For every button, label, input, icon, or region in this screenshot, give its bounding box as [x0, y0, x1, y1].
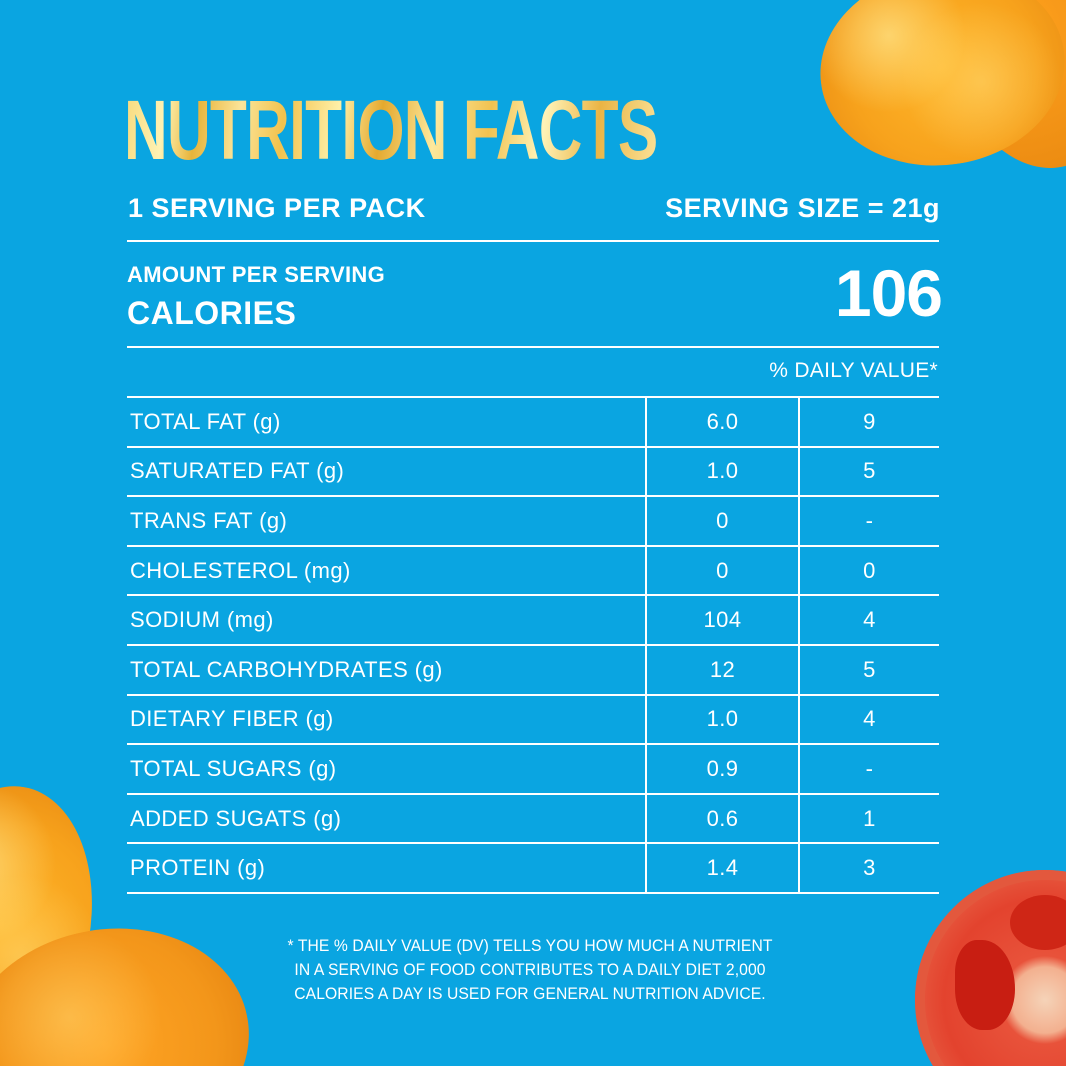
table-row: PROTEIN (g) 1.4 3 [127, 842, 939, 894]
nutrient-name: ADDED SUGATS (g) [127, 792, 646, 845]
nutrient-amount: 1.4 [645, 842, 799, 894]
nutrient-amount: 0 [645, 495, 799, 547]
nutrient-amount: 0 [645, 544, 799, 597]
daily-value-footnote: * THE % DAILY VALUE (DV) TELLS YOU HOW M… [198, 934, 863, 1006]
nutrient-daily-value: 5 [798, 445, 939, 498]
table-row: SATURATED FAT (g) 1.0 5 [127, 445, 939, 498]
amount-per-serving-label: AMOUNT PER SERVING [127, 262, 386, 287]
nutrient-daily-value: 1 [798, 792, 939, 845]
nutrient-name: TRANS FAT (g) [127, 495, 646, 547]
nutrient-amount: 0.9 [645, 743, 799, 795]
nutrient-name: TOTAL SUGARS (g) [127, 743, 646, 795]
table-row: SODIUM (mg) 104 4 [127, 594, 939, 646]
nutrient-amount: 6.0 [645, 396, 799, 448]
nutrition-table: TOTAL FAT (g) 6.0 9 SATURATED FAT (g) 1.… [127, 396, 939, 894]
table-row: TOTAL FAT (g) 6.0 9 [127, 396, 939, 448]
nutrient-amount: 104 [645, 594, 799, 646]
footnote-line: IN A SERVING OF FOOD CONTRIBUTES TO A DA… [294, 961, 766, 979]
nutrient-name: PROTEIN (g) [127, 842, 646, 894]
nutrient-amount: 1.0 [645, 445, 799, 498]
nutrient-name: TOTAL FAT (g) [127, 396, 646, 448]
servings-per-pack: 1 SERVING PER PACK [128, 193, 426, 223]
table-row: TOTAL CARBOHYDRATES (g) 12 5 [127, 643, 939, 696]
table-row: DIETARY FIBER (g) 1.0 4 [127, 693, 939, 746]
calories-value: 106 [834, 256, 943, 330]
footnote-line: * THE % DAILY VALUE (DV) TELLS YOU HOW M… [287, 937, 773, 955]
nutrient-daily-value: 3 [798, 842, 939, 894]
nutrient-name: SATURATED FAT (g) [127, 445, 646, 498]
nutrient-name: DIETARY FIBER (g) [127, 693, 646, 746]
tomato-slice-icon [915, 870, 1066, 1066]
nutrient-amount: 0.6 [645, 792, 799, 845]
divider [127, 346, 939, 348]
nutrient-name: SODIUM (mg) [127, 594, 646, 646]
nutrient-daily-value: 4 [798, 693, 939, 746]
nutrient-amount: 1.0 [645, 693, 799, 746]
table-row: TRANS FAT (g) 0 - [127, 495, 939, 547]
nutrient-daily-value: 4 [798, 594, 939, 646]
calories-label: CALORIES [127, 295, 297, 331]
divider [127, 240, 939, 242]
nutrient-name: CHOLESTEROL (mg) [127, 544, 646, 597]
nutrient-daily-value: 5 [798, 643, 939, 696]
page-title: NUTRITION FACTS [124, 83, 658, 177]
nutrient-daily-value: 0 [798, 544, 939, 597]
table-row: CHOLESTEROL (mg) 0 0 [127, 544, 939, 597]
nutrient-daily-value: - [798, 495, 939, 547]
nutrient-amount: 12 [645, 643, 799, 696]
nutrient-daily-value: - [798, 743, 939, 795]
daily-value-header: % DAILY VALUE* [769, 359, 938, 382]
serving-size: SERVING SIZE = 21g [665, 193, 940, 223]
footnote-line: CALORIES A DAY IS USED FOR GENERAL NUTRI… [294, 985, 766, 1003]
nutrient-name: TOTAL CARBOHYDRATES (g) [127, 643, 646, 696]
table-row: TOTAL SUGARS (g) 0.9 - [127, 743, 939, 795]
table-row: ADDED SUGATS (g) 0.6 1 [127, 792, 939, 845]
nutrient-daily-value: 9 [798, 396, 939, 448]
